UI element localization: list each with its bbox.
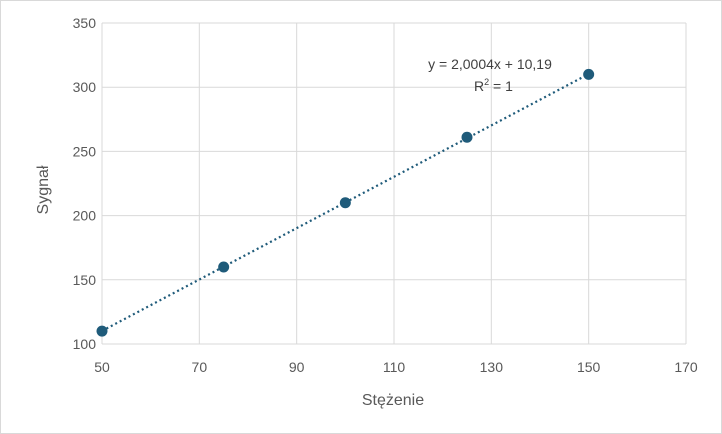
- data-point: [339, 197, 351, 209]
- x-tick-labels: 50 70 90 110 130 150 170: [94, 359, 698, 375]
- x-tick-label: 90: [289, 359, 305, 375]
- y-tick-label: 350: [73, 15, 97, 31]
- y-tick-label: 150: [73, 272, 97, 288]
- data-point: [583, 68, 595, 80]
- data-point: [96, 325, 108, 337]
- data-point: [218, 261, 230, 273]
- y-tick-label: 200: [73, 208, 97, 224]
- x-tick-label: 170: [674, 359, 698, 375]
- y-tick-labels: 100 150 200 250 300 350: [73, 15, 97, 352]
- y-tick-label: 300: [73, 79, 97, 95]
- r2-superscript: 2: [484, 77, 489, 87]
- x-tick-label: 130: [480, 359, 504, 375]
- y-tick-label: 100: [73, 336, 97, 352]
- r2-prefix: R: [474, 78, 484, 94]
- x-tick-label: 50: [94, 359, 110, 375]
- data-point: [461, 131, 473, 143]
- grid: [101, 22, 687, 345]
- r2-suffix: = 1: [489, 78, 513, 94]
- points-group: [96, 68, 595, 337]
- y-axis-title: Sygnał: [35, 165, 52, 214]
- trendline-equation: y = 2,0004x + 10,19: [428, 56, 552, 72]
- x-tick-label: 150: [577, 359, 601, 375]
- trendline-r2: R2 = 1: [474, 77, 513, 94]
- y-tick-label: 250: [73, 143, 97, 159]
- x-axis-title: Stężenie: [362, 392, 424, 409]
- x-tick-label: 110: [383, 359, 406, 375]
- x-tick-label: 70: [192, 359, 208, 375]
